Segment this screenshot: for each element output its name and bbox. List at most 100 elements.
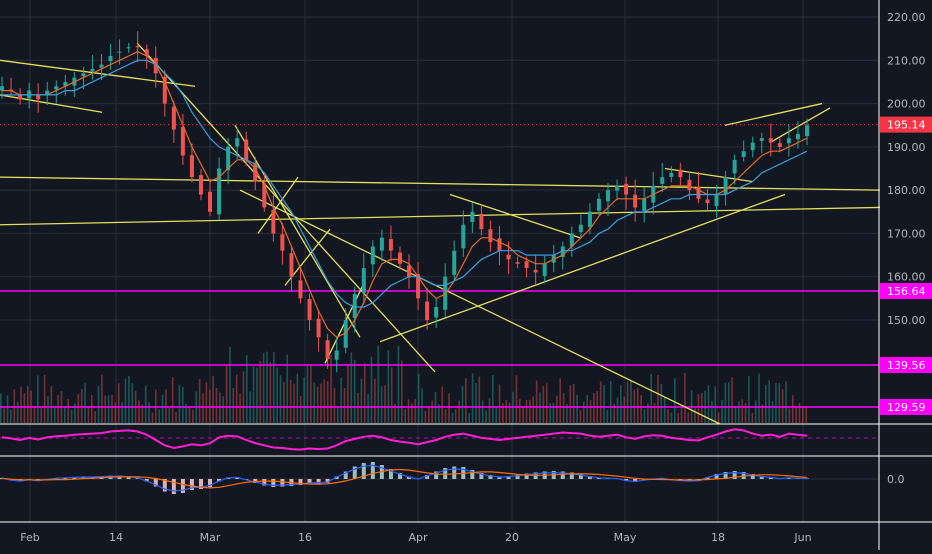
macd-histogram-bar[interactable]: [732, 471, 737, 479]
macd-histogram-bar[interactable]: [370, 462, 375, 479]
trendline[interactable]: [257, 176, 299, 234]
trendline[interactable]: [0, 59, 196, 87]
macd-histogram-bar[interactable]: [217, 479, 222, 482]
candle-body[interactable]: [786, 138, 791, 144]
trendline[interactable]: [234, 124, 361, 338]
macd-histogram-bar[interactable]: [407, 476, 412, 480]
candle-body[interactable]: [407, 265, 412, 277]
candle-body[interactable]: [108, 55, 113, 62]
macd-histogram-bar[interactable]: [307, 479, 312, 484]
macd-histogram-bar[interactable]: [361, 463, 366, 479]
macd-histogram-bar[interactable]: [578, 474, 583, 479]
candle-body[interactable]: [189, 155, 194, 178]
candle-body[interactable]: [18, 94, 23, 100]
candle-body[interactable]: [416, 274, 421, 299]
macd-histogram-bar[interactable]: [497, 476, 502, 480]
macd-histogram-bar[interactable]: [443, 468, 448, 479]
candle-body[interactable]: [795, 133, 800, 140]
candle-body[interactable]: [126, 47, 131, 49]
candle-body[interactable]: [325, 340, 330, 359]
trendline-long[interactable]: [239, 189, 721, 425]
candle-body[interactable]: [515, 262, 520, 264]
candle-body[interactable]: [162, 76, 167, 104]
candle-body[interactable]: [0, 86, 4, 91]
candle-body[interactable]: [434, 307, 439, 318]
candle-body[interactable]: [723, 177, 728, 195]
candle-body[interactable]: [208, 191, 213, 212]
candle-body[interactable]: [805, 125, 809, 137]
candle-body[interactable]: [198, 175, 203, 195]
candle-body[interactable]: [687, 179, 692, 191]
candle-body[interactable]: [397, 252, 402, 264]
candle-body[interactable]: [660, 177, 665, 184]
candle-body[interactable]: [615, 185, 620, 191]
trendlines[interactable]: [0, 42, 881, 425]
candle-body[interactable]: [506, 254, 511, 260]
candle-body[interactable]: [768, 138, 773, 143]
trendline[interactable]: [136, 42, 436, 373]
candle-body[interactable]: [45, 90, 50, 96]
macd-histogram-bar[interactable]: [434, 471, 439, 480]
candle-body[interactable]: [253, 163, 258, 182]
candle-body[interactable]: [542, 263, 547, 276]
candle-body[interactable]: [624, 183, 629, 195]
candle-body[interactable]: [99, 64, 104, 68]
candle-body[interactable]: [470, 211, 475, 222]
candle-body[interactable]: [479, 213, 484, 230]
candle-body[interactable]: [497, 238, 502, 251]
candle-body[interactable]: [235, 138, 240, 147]
macd-histogram-bar[interactable]: [560, 471, 565, 480]
candle-body[interactable]: [379, 237, 384, 251]
candle-body[interactable]: [226, 146, 231, 171]
candle-body[interactable]: [488, 229, 493, 243]
candle-body[interactable]: [63, 81, 68, 86]
candle-body[interactable]: [90, 68, 95, 72]
candle-body[interactable]: [759, 138, 764, 141]
candle-body[interactable]: [262, 183, 267, 208]
macd-histogram-bar[interactable]: [723, 472, 728, 479]
trendline[interactable]: [0, 176, 881, 191]
candle-body[interactable]: [560, 246, 565, 257]
candle-body[interactable]: [578, 224, 583, 232]
macd-histogram-bar[interactable]: [325, 479, 330, 483]
macd-histogram-bar[interactable]: [569, 472, 574, 480]
candle-body[interactable]: [271, 209, 276, 234]
candle-body[interactable]: [370, 246, 375, 265]
candle-body[interactable]: [524, 261, 529, 269]
macd-histogram-bar[interactable]: [714, 474, 719, 479]
candle-body[interactable]: [705, 199, 710, 204]
candle-body[interactable]: [298, 280, 303, 299]
rsi-pane[interactable]: [0, 428, 879, 451]
macd-histogram-bar[interactable]: [189, 479, 194, 490]
macd-histogram-bar[interactable]: [343, 471, 348, 480]
macd-histogram-bar[interactable]: [488, 475, 493, 479]
candle-body[interactable]: [596, 198, 601, 211]
candle-body[interactable]: [642, 198, 647, 211]
macd-histogram-bar[interactable]: [262, 479, 267, 486]
macd-histogram-bar[interactable]: [397, 473, 402, 479]
candle-body[interactable]: [587, 211, 592, 227]
candle-body[interactable]: [669, 172, 674, 177]
macd-histogram-bar[interactable]: [316, 479, 321, 484]
candle-body[interactable]: [36, 94, 41, 100]
candle-body[interactable]: [117, 51, 122, 53]
candle-body[interactable]: [452, 250, 457, 275]
macd-histogram-bar[interactable]: [334, 476, 339, 480]
macd-histogram-bar[interactable]: [759, 476, 764, 479]
candle-body[interactable]: [732, 159, 737, 174]
macd-histogram-bar[interactable]: [126, 476, 131, 479]
candle-body[interactable]: [334, 350, 339, 360]
trendline[interactable]: [769, 107, 831, 144]
candle-body[interactable]: [678, 169, 683, 178]
candle-body[interactable]: [135, 46, 140, 48]
macd-histogram-bar[interactable]: [298, 479, 303, 485]
macd-histogram-bar[interactable]: [352, 466, 357, 480]
macd-histogram-bar[interactable]: [198, 479, 203, 489]
candle-body[interactable]: [171, 106, 176, 130]
macd-histogram-bar[interactable]: [171, 479, 176, 494]
candle-body[interactable]: [81, 73, 86, 77]
macd-histogram-bar[interactable]: [750, 474, 755, 479]
macd-histogram-bar[interactable]: [515, 475, 520, 479]
macd-histogram-bar[interactable]: [280, 479, 285, 487]
